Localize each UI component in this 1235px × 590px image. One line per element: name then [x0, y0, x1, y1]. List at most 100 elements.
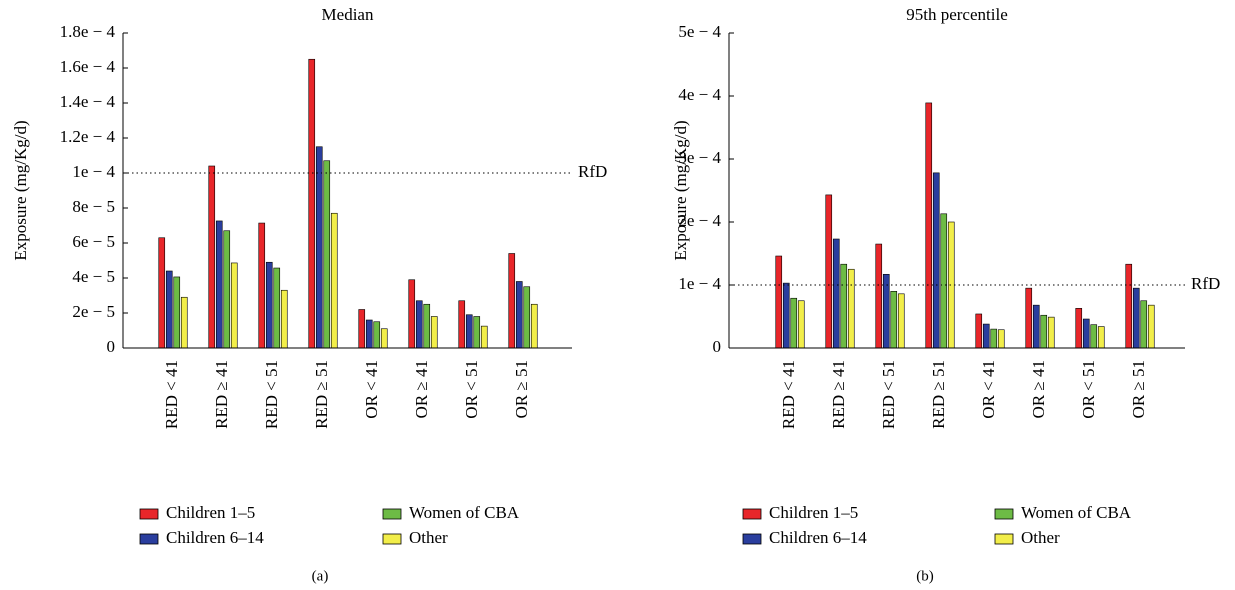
legend-label: Other — [1021, 528, 1060, 547]
legend-label: Children 6–14 — [166, 528, 264, 547]
legend-swatch — [139, 533, 159, 545]
bar — [1075, 308, 1083, 349]
x-tick-label: OR < 51 — [462, 360, 481, 419]
bar — [1040, 314, 1048, 349]
bar — [480, 325, 488, 349]
bar — [975, 313, 983, 349]
reference-label: RfD — [578, 162, 607, 181]
bar — [982, 323, 990, 349]
bar — [465, 314, 473, 349]
legend-label: Women of CBA — [1021, 503, 1132, 522]
x-tick-label: OR < 41 — [979, 360, 998, 419]
x-tick-label: RED < 41 — [779, 360, 798, 429]
y-tick-label: 1.6e − 4 — [60, 57, 116, 76]
bar — [782, 282, 790, 349]
bar — [932, 172, 940, 349]
bar — [790, 297, 798, 349]
y-tick-label: 2e − 5 — [72, 302, 115, 321]
legend-swatch — [382, 508, 402, 520]
legend-label: Children 1–5 — [769, 503, 858, 522]
x-tick-label: RED ≥ 51 — [312, 360, 331, 429]
bar — [1132, 287, 1140, 349]
x-tick-label: OR ≥ 51 — [512, 360, 531, 418]
bar — [1140, 300, 1148, 349]
bar — [1025, 287, 1033, 349]
bar — [947, 221, 955, 349]
reference-label: RfD — [1191, 274, 1220, 293]
y-tick-label: 4e − 4 — [678, 85, 721, 104]
bar — [373, 321, 381, 349]
bar — [358, 309, 366, 349]
y-axis-label: Exposure (mg/Kg/d) — [11, 120, 30, 260]
legend-label: Other — [409, 528, 448, 547]
legend-swatch — [742, 533, 762, 545]
bar — [365, 319, 373, 349]
bar — [280, 289, 288, 349]
bar — [530, 303, 538, 349]
bar — [890, 290, 898, 349]
bar — [1082, 318, 1090, 349]
bar — [523, 286, 531, 349]
y-tick-label: 1e − 4 — [678, 274, 721, 293]
y-tick-label: 1e − 4 — [72, 162, 115, 181]
bar — [430, 316, 438, 349]
bar — [882, 273, 890, 349]
y-tick-label: 1.4e − 4 — [60, 92, 116, 111]
y-tick-label: 2e − 4 — [678, 211, 721, 230]
legend-swatch — [139, 508, 159, 520]
bar — [875, 243, 883, 349]
x-tick-label: RED ≥ 51 — [929, 360, 948, 429]
caption: (b) — [916, 568, 934, 584]
y-tick-label: 0 — [107, 337, 116, 356]
x-tick-label: OR < 51 — [1079, 360, 1098, 419]
x-tick-label: RED < 41 — [162, 360, 181, 429]
bar — [1097, 326, 1105, 349]
x-tick-label: OR ≥ 51 — [1129, 360, 1148, 418]
y-tick-label: 6e − 5 — [72, 232, 115, 251]
y-axis-label: Exposure (mg/Kg/d) — [671, 120, 690, 260]
bar — [832, 238, 840, 349]
legend-label: Children 1–5 — [166, 503, 255, 522]
x-tick-label: OR ≥ 41 — [412, 360, 431, 418]
bar — [265, 261, 273, 349]
bar — [473, 316, 481, 349]
bar — [1147, 304, 1155, 349]
bar — [323, 160, 331, 349]
bar — [208, 165, 216, 349]
bar — [308, 58, 316, 349]
bar — [925, 102, 933, 349]
bar — [230, 262, 238, 349]
x-tick-label: RED < 51 — [879, 360, 898, 429]
bar — [1047, 316, 1055, 349]
bar — [1125, 263, 1133, 349]
bar — [173, 276, 181, 349]
chart-title: 95th percentile — [906, 5, 1008, 24]
legend-label: Children 6–14 — [769, 528, 867, 547]
x-tick-label: OR < 41 — [362, 360, 381, 419]
bar — [458, 300, 466, 349]
bar — [380, 328, 388, 349]
bar — [1090, 324, 1098, 349]
bar — [415, 300, 423, 349]
bar — [1032, 304, 1040, 349]
x-tick-label: RED ≥ 41 — [212, 360, 231, 429]
bar — [990, 328, 998, 349]
bar — [997, 329, 1005, 349]
bar — [940, 213, 948, 349]
y-tick-label: 4e − 5 — [72, 267, 115, 286]
y-tick-label: 1.8e − 4 — [60, 22, 116, 41]
y-tick-label: 1.2e − 4 — [60, 127, 116, 146]
legend-swatch — [382, 533, 402, 545]
bar — [223, 230, 231, 349]
bar — [165, 270, 173, 349]
x-tick-label: RED < 51 — [262, 360, 281, 429]
y-tick-label: 8e − 5 — [72, 197, 115, 216]
bar — [180, 296, 188, 349]
bar — [215, 220, 223, 349]
bar — [315, 146, 323, 349]
bar — [158, 237, 166, 349]
bar — [273, 267, 281, 349]
x-tick-label: OR ≥ 41 — [1029, 360, 1048, 418]
bar — [775, 255, 783, 349]
